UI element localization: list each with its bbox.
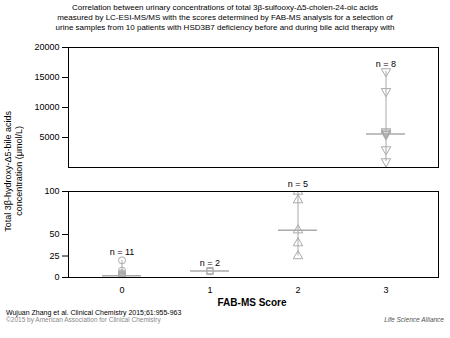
svg-text:1: 1	[207, 285, 212, 295]
html-text:Life Science Alliance: Life Science Alliance	[384, 316, 444, 323]
html-text:©2015 by American Association: ©2015 by American Association for Clinic…	[6, 316, 161, 323]
svg-text:n = 5: n = 5	[288, 179, 308, 189]
svg-text:0: 0	[54, 272, 59, 282]
svg-text:15000: 15000	[34, 72, 59, 82]
svg-text:50: 50	[49, 229, 59, 239]
svg-text:3: 3	[383, 285, 388, 295]
svg-text:5000: 5000	[39, 132, 59, 142]
svg-text:n = 8: n = 8	[376, 59, 396, 69]
svg-text:n = 11: n = 11	[110, 247, 135, 257]
svg-text:20000: 20000	[34, 42, 59, 52]
html-text:Correlation between urinary co: Correlation between urinary concentratio…	[55, 3, 395, 32]
svg-text:100: 100	[44, 186, 59, 196]
svg-text:10000: 10000	[34, 102, 59, 112]
html-text:FAB-MS Score: FAB-MS Score	[217, 297, 287, 308]
html-text:Wujuan Zhang et al. Clinical C: Wujuan Zhang et al. Clinical Chemistry 2…	[6, 309, 182, 316]
html-text:Total 3β-hydroxy-Δ5-bile acids: Total 3β-hydroxy-Δ5-bile acids concentra…	[3, 111, 24, 232]
svg-text:0: 0	[119, 285, 124, 295]
svg-text:25: 25	[49, 251, 59, 261]
svg-text:2: 2	[295, 285, 300, 295]
svg-text:n = 2: n = 2	[200, 258, 220, 268]
